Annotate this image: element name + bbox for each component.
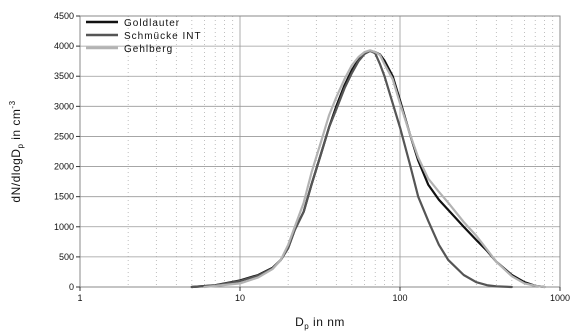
x-tick-label: 1 xyxy=(77,293,82,303)
y-tick-label: 1500 xyxy=(54,192,74,202)
y-tick-label: 1000 xyxy=(54,222,74,232)
y-tick-label: 2500 xyxy=(54,131,74,141)
x-axis-title-sub: p xyxy=(304,322,309,331)
y-tick-label: 0 xyxy=(69,282,74,292)
y-tick-label: 4500 xyxy=(54,11,74,21)
y-axis-ticks: 0 500 1000 1500 2000 2500 3000 3500 4000 4500 xyxy=(54,11,80,292)
legend: Goldlauter Schmücke INT Gehlberg xyxy=(86,18,202,55)
plot-frame xyxy=(79,15,561,288)
y-tick-label: 3000 xyxy=(54,101,74,111)
y-axis-title-rest: in cm xyxy=(9,109,23,144)
y-axis-title-main: dN/dlogD xyxy=(9,149,23,203)
series-line-0 xyxy=(190,49,546,289)
x-axis-ticks: 1 10 100 1000 xyxy=(77,287,570,303)
grid xyxy=(79,15,561,288)
series-line-2 xyxy=(203,49,546,289)
y-axis-title-sub: p xyxy=(16,144,25,149)
y-axis-title-sup: -3 xyxy=(8,100,17,108)
x-tick-label: 100 xyxy=(392,293,407,303)
y-tick-label: 4000 xyxy=(54,41,74,51)
x-tick-label: 1000 xyxy=(550,293,570,303)
series-lines xyxy=(190,49,546,289)
y-tick-label: 3500 xyxy=(54,71,74,81)
y-tick-label: 2000 xyxy=(54,162,74,172)
legend-label: Gehlberg xyxy=(124,44,173,55)
x-axis-title-rest: in nm xyxy=(309,315,345,329)
x-tick-label: 10 xyxy=(235,293,245,303)
x-axis-title-main: D xyxy=(295,315,304,329)
legend-label: Schmücke INT xyxy=(124,31,202,42)
legend-label: Goldlauter xyxy=(124,18,180,29)
y-axis-title: dN/dlogDp in cm-3 xyxy=(8,100,25,202)
y-tick-label: 500 xyxy=(59,252,74,262)
x-axis-title: Dp in nm xyxy=(295,315,345,331)
